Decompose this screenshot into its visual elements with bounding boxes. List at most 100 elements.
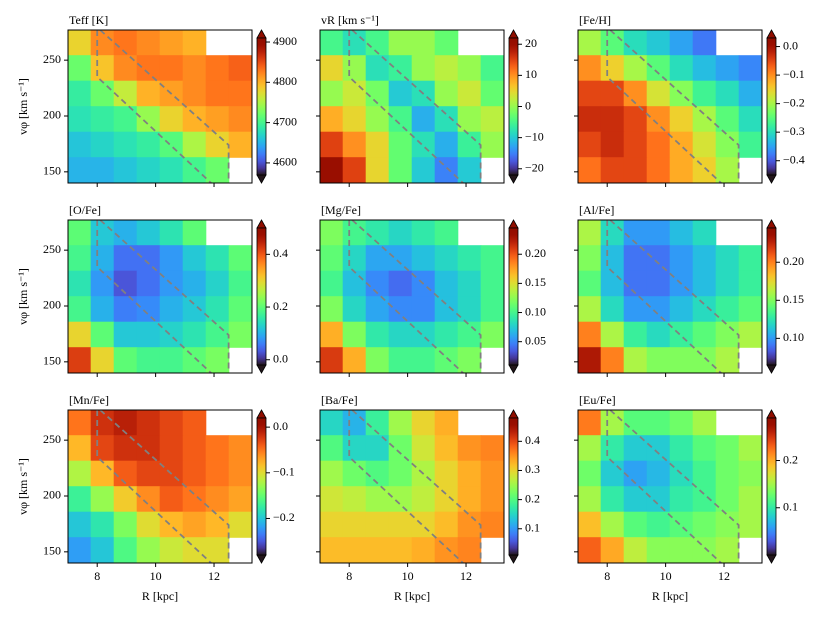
- cell: [411, 296, 436, 323]
- cell: [365, 410, 390, 436]
- axes-frame: [577, 409, 763, 564]
- cell: [113, 511, 138, 538]
- cell: [388, 131, 413, 158]
- cell: [90, 270, 115, 297]
- cell: [623, 80, 648, 107]
- cell: [136, 131, 161, 158]
- cell: [623, 131, 648, 158]
- cell: [457, 511, 482, 538]
- cell: [434, 131, 459, 158]
- cell: [68, 537, 92, 563]
- cell: [600, 321, 625, 348]
- cell: [646, 537, 671, 563]
- cell: [365, 157, 390, 183]
- cell: [600, 106, 625, 133]
- cell: [646, 347, 671, 373]
- cell: [669, 511, 694, 538]
- cell: [738, 245, 762, 272]
- cell: [136, 55, 161, 82]
- colorbar-tick-label: 4800: [273, 74, 297, 88]
- cell: [692, 220, 717, 246]
- cell: [411, 347, 436, 373]
- cell: [600, 157, 625, 183]
- colorbar-extend-bottom: [508, 364, 519, 374]
- cell: [90, 296, 115, 323]
- cell: [578, 460, 602, 487]
- panel: 8 10 12 [Ba/Fe] R [kpc] 0.1 0.2 0.3 0.4: [316, 393, 540, 603]
- colorbar-extend-top: [508, 219, 519, 229]
- colorbar-extend-top: [508, 29, 519, 39]
- selection-region: [96, 410, 212, 563]
- cell: [113, 55, 138, 82]
- cell: [68, 511, 92, 538]
- selection-region: [96, 220, 212, 373]
- cell: [228, 435, 252, 462]
- cell: [715, 435, 740, 462]
- cell: [182, 55, 207, 82]
- cell: [623, 435, 648, 462]
- cell: [205, 80, 230, 107]
- colorbar-tick-label: −0.2: [273, 510, 295, 524]
- cell: [411, 30, 436, 56]
- colorbar: [256, 227, 267, 366]
- cell: [68, 30, 92, 56]
- cell: [113, 30, 138, 56]
- cell: [692, 270, 717, 297]
- cell: [159, 410, 184, 436]
- cell: [68, 435, 92, 462]
- y-tick-label: 250: [43, 432, 61, 446]
- colorbar: [766, 227, 777, 366]
- cell: [182, 321, 207, 348]
- cell: [320, 410, 344, 436]
- cell: [434, 157, 459, 183]
- cell: [182, 537, 207, 563]
- cell: [646, 435, 671, 462]
- colorbar-tick-label: 0.2: [273, 299, 288, 313]
- cell: [182, 486, 207, 513]
- selection-region: [609, 410, 740, 563]
- cell: [692, 157, 717, 183]
- cell: [136, 80, 161, 107]
- cell: [434, 410, 459, 436]
- cell: [228, 131, 252, 158]
- colorbar-tick-label: −0.3: [783, 124, 805, 138]
- cell: [342, 511, 367, 538]
- y-tick-label: 150: [43, 544, 61, 558]
- cell: [205, 55, 230, 82]
- colorbar-tick-label: −20: [525, 161, 544, 175]
- cell: [159, 537, 184, 563]
- cell: [578, 296, 602, 323]
- colorbar-extend-top: [256, 409, 267, 419]
- panel-title: [Ba/Fe]: [321, 393, 358, 407]
- cell: [692, 30, 717, 56]
- cell: [578, 106, 602, 133]
- cell: [342, 410, 367, 436]
- cell: [90, 347, 115, 373]
- hexbin-cells: [68, 30, 252, 183]
- cell: [669, 435, 694, 462]
- cell: [457, 486, 482, 513]
- cell: [68, 296, 92, 323]
- cell: [113, 106, 138, 133]
- cell: [136, 270, 161, 297]
- cell: [715, 55, 740, 82]
- cell: [578, 321, 602, 348]
- cell: [578, 511, 602, 538]
- cell: [388, 270, 413, 297]
- colorbar-extend-top: [256, 29, 267, 39]
- cell: [411, 157, 436, 183]
- hexbin-cells: [320, 30, 504, 183]
- cell: [205, 321, 230, 348]
- cell: [646, 296, 671, 323]
- cell: [228, 460, 252, 487]
- cell: [600, 537, 625, 563]
- cell: [320, 486, 344, 513]
- cell: [738, 486, 762, 513]
- cell: [136, 435, 161, 462]
- colorbar-tick-label: −0.4: [783, 152, 805, 166]
- cell: [457, 537, 482, 563]
- cell: [600, 460, 625, 487]
- cell: [136, 347, 161, 373]
- cell: [388, 30, 413, 56]
- colorbar-tick-label: 0.10: [525, 304, 546, 318]
